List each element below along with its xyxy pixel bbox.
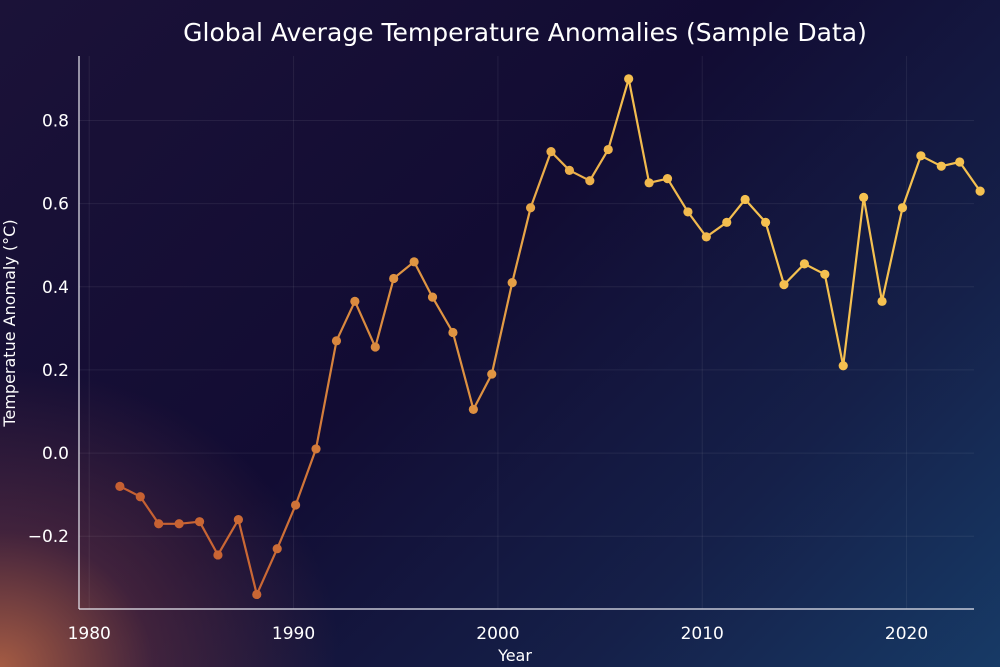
- x-tick-label: 2010: [681, 624, 724, 644]
- data-point: [331, 336, 342, 346]
- y-tick-label: −0.2: [28, 527, 69, 547]
- y-tick-label: 0.6: [42, 195, 69, 215]
- data-point: [233, 515, 243, 525]
- data-point: [936, 161, 946, 171]
- y-axis-label: Temperatue Anomaly (°C): [0, 219, 19, 427]
- series-points-group: [115, 74, 985, 600]
- grid-lines: [79, 56, 974, 609]
- data-point: [194, 517, 205, 527]
- data-point: [760, 217, 771, 227]
- chart-title: Global Average Temperature Anomalies (Sa…: [183, 18, 867, 47]
- data-point: [370, 342, 380, 352]
- data-point: [897, 203, 908, 213]
- data-point: [820, 269, 830, 279]
- data-point: [252, 589, 262, 600]
- data-point: [115, 481, 125, 491]
- data-point: [838, 361, 848, 371]
- data-point: [213, 550, 223, 560]
- y-tick-labels: −0.2 0.0 0.2 0.4 0.6 0.8: [28, 111, 69, 547]
- data-point: [644, 178, 654, 188]
- data-point: [701, 232, 711, 242]
- data-point: [350, 296, 360, 306]
- data-point: [955, 157, 965, 167]
- y-tick-label: 0.2: [42, 361, 69, 381]
- data-point: [585, 176, 595, 186]
- data-point: [722, 217, 732, 227]
- data-point: [389, 273, 399, 284]
- data-point: [799, 259, 809, 269]
- series-line-group: [118, 77, 982, 596]
- data-point: [487, 369, 497, 379]
- x-axis-label: Year: [497, 646, 532, 665]
- data-point: [525, 203, 536, 213]
- data-point: [662, 174, 673, 184]
- data-point: [683, 207, 693, 217]
- data-point: [135, 492, 145, 502]
- data-point: [877, 296, 887, 306]
- data-point: [154, 519, 164, 529]
- x-tick-label: 1990: [272, 624, 315, 644]
- data-point: [448, 327, 458, 338]
- data-point: [916, 151, 926, 161]
- data-point: [311, 444, 321, 454]
- x-tick-labels: 1980 1990 2000 2010 2020: [68, 624, 929, 644]
- data-point: [290, 500, 301, 510]
- data-point: [779, 280, 789, 290]
- y-tick-label: 0.8: [42, 111, 69, 131]
- y-tick-label: 0.0: [42, 444, 69, 464]
- data-point: [427, 292, 438, 302]
- data-point: [603, 144, 613, 155]
- data-point: [740, 194, 750, 205]
- data-point: [507, 278, 517, 288]
- y-tick-label: 0.4: [42, 278, 69, 298]
- series-line: [118, 77, 982, 596]
- data-point: [409, 257, 419, 267]
- data-point: [468, 404, 478, 415]
- x-tick-label: 1980: [68, 624, 111, 644]
- x-tick-label: 2000: [476, 624, 519, 644]
- data-point: [546, 147, 556, 157]
- data-point: [624, 74, 634, 84]
- data-point: [174, 519, 184, 529]
- data-point: [272, 544, 282, 554]
- data-point: [859, 192, 869, 202]
- x-tick-label: 2020: [885, 624, 928, 644]
- data-point: [564, 165, 575, 175]
- data-point: [975, 186, 985, 196]
